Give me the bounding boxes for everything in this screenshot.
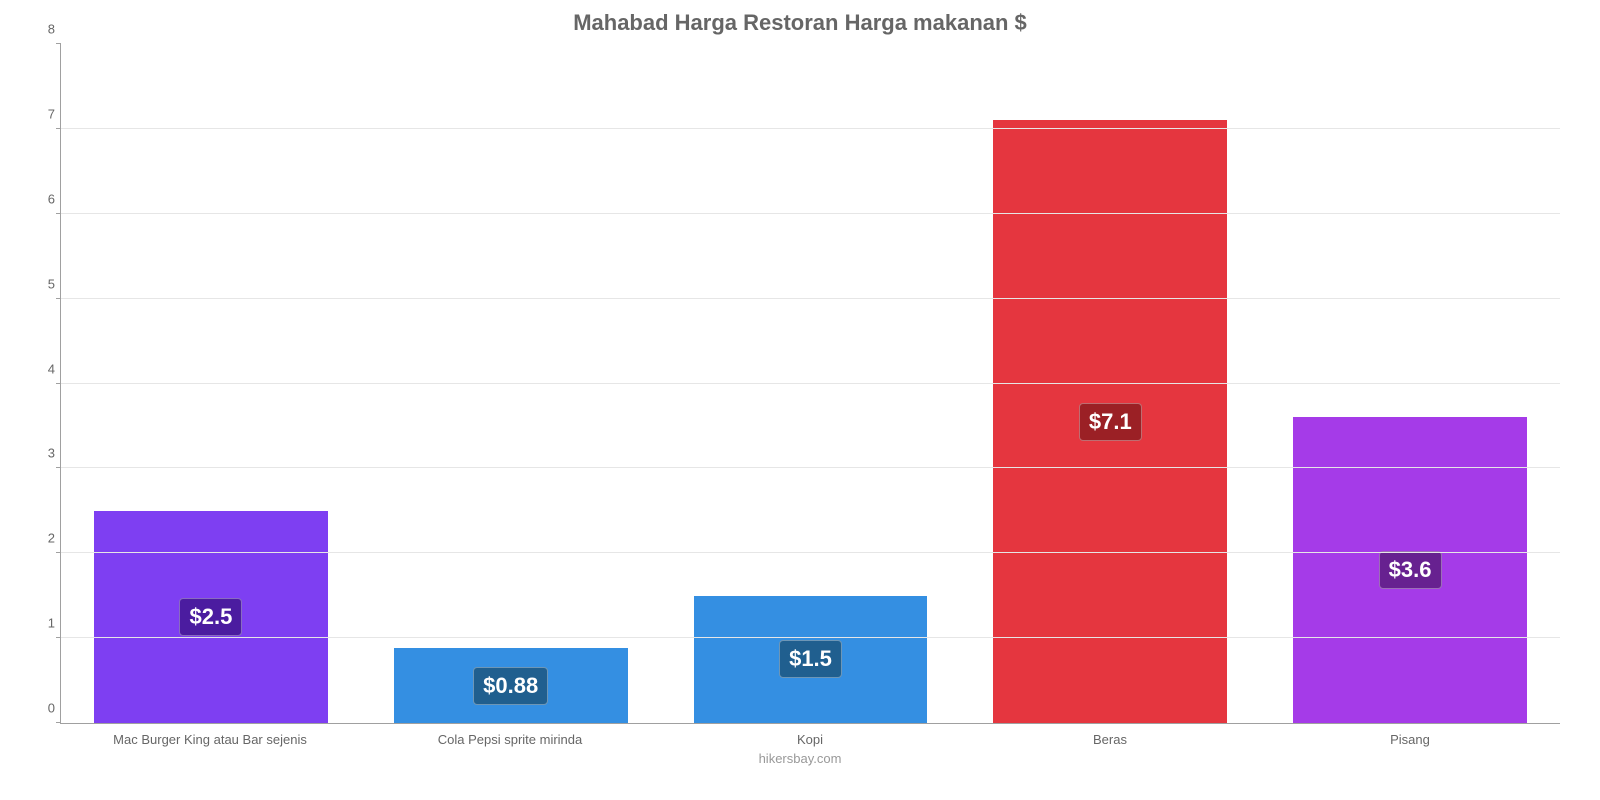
gridline: [61, 383, 1560, 384]
bar-slot: $1.5: [661, 44, 961, 723]
x-axis-label: Kopi: [660, 724, 960, 747]
y-tick-mark: [56, 383, 61, 384]
x-axis-label: Beras: [960, 724, 1260, 747]
price-bar-chart: Mahabad Harga Restoran Harga makanan $ $…: [0, 0, 1600, 800]
y-tick-mark: [56, 637, 61, 638]
y-tick-label: 3: [35, 446, 55, 461]
bar-value-label: $3.6: [1379, 551, 1442, 589]
y-tick-label: 5: [35, 276, 55, 291]
gridline: [61, 552, 1560, 553]
chart-attribution: hikersbay.com: [30, 751, 1570, 766]
x-axis-label: Pisang: [1260, 724, 1560, 747]
y-tick-label: 1: [35, 616, 55, 631]
plot-area: $2.5$0.88$1.5$7.1$3.6 012345678: [60, 44, 1560, 724]
gridline: [61, 213, 1560, 214]
bars-container: $2.5 $0.88 $1.5 $7.1 $3.6: [61, 44, 1560, 723]
bar: $1.5: [694, 596, 928, 723]
y-tick-label: 4: [35, 361, 55, 376]
bar-slot: $0.88: [361, 44, 661, 723]
bar: $0.88: [394, 648, 628, 723]
x-axis-label: Cola Pepsi sprite mirinda: [360, 724, 660, 747]
x-axis-labels: Mac Burger King atau Bar sejenisCola Pep…: [60, 724, 1560, 747]
bar: $7.1: [993, 120, 1227, 723]
bar: $3.6: [1293, 417, 1527, 723]
y-tick-label: 7: [35, 106, 55, 121]
y-tick-mark: [56, 128, 61, 129]
chart-title: Mahabad Harga Restoran Harga makanan $: [30, 10, 1570, 36]
y-tick-mark: [56, 467, 61, 468]
bar-slot: $2.5: [61, 44, 361, 723]
gridline: [61, 467, 1560, 468]
gridline: [61, 128, 1560, 129]
y-tick-label: 0: [35, 701, 55, 716]
bar-slot: $3.6: [1260, 44, 1560, 723]
y-tick-mark: [56, 213, 61, 214]
gridline: [61, 298, 1560, 299]
bar-value-label: $2.5: [179, 598, 242, 636]
bar-value-label: $1.5: [779, 640, 842, 678]
bar-slot: $7.1: [960, 44, 1260, 723]
y-tick-label: 8: [35, 22, 55, 37]
y-tick-mark: [56, 298, 61, 299]
bar-value-label: $7.1: [1079, 403, 1142, 441]
gridline: [61, 637, 1560, 638]
x-axis-label: Mac Burger King atau Bar sejenis: [60, 724, 360, 747]
y-tick-label: 6: [35, 191, 55, 206]
y-tick-mark: [56, 43, 61, 44]
bar: $2.5: [94, 511, 328, 723]
y-tick-mark: [56, 722, 61, 723]
y-tick-label: 2: [35, 531, 55, 546]
y-tick-mark: [56, 552, 61, 553]
bar-value-label: $0.88: [473, 667, 548, 705]
